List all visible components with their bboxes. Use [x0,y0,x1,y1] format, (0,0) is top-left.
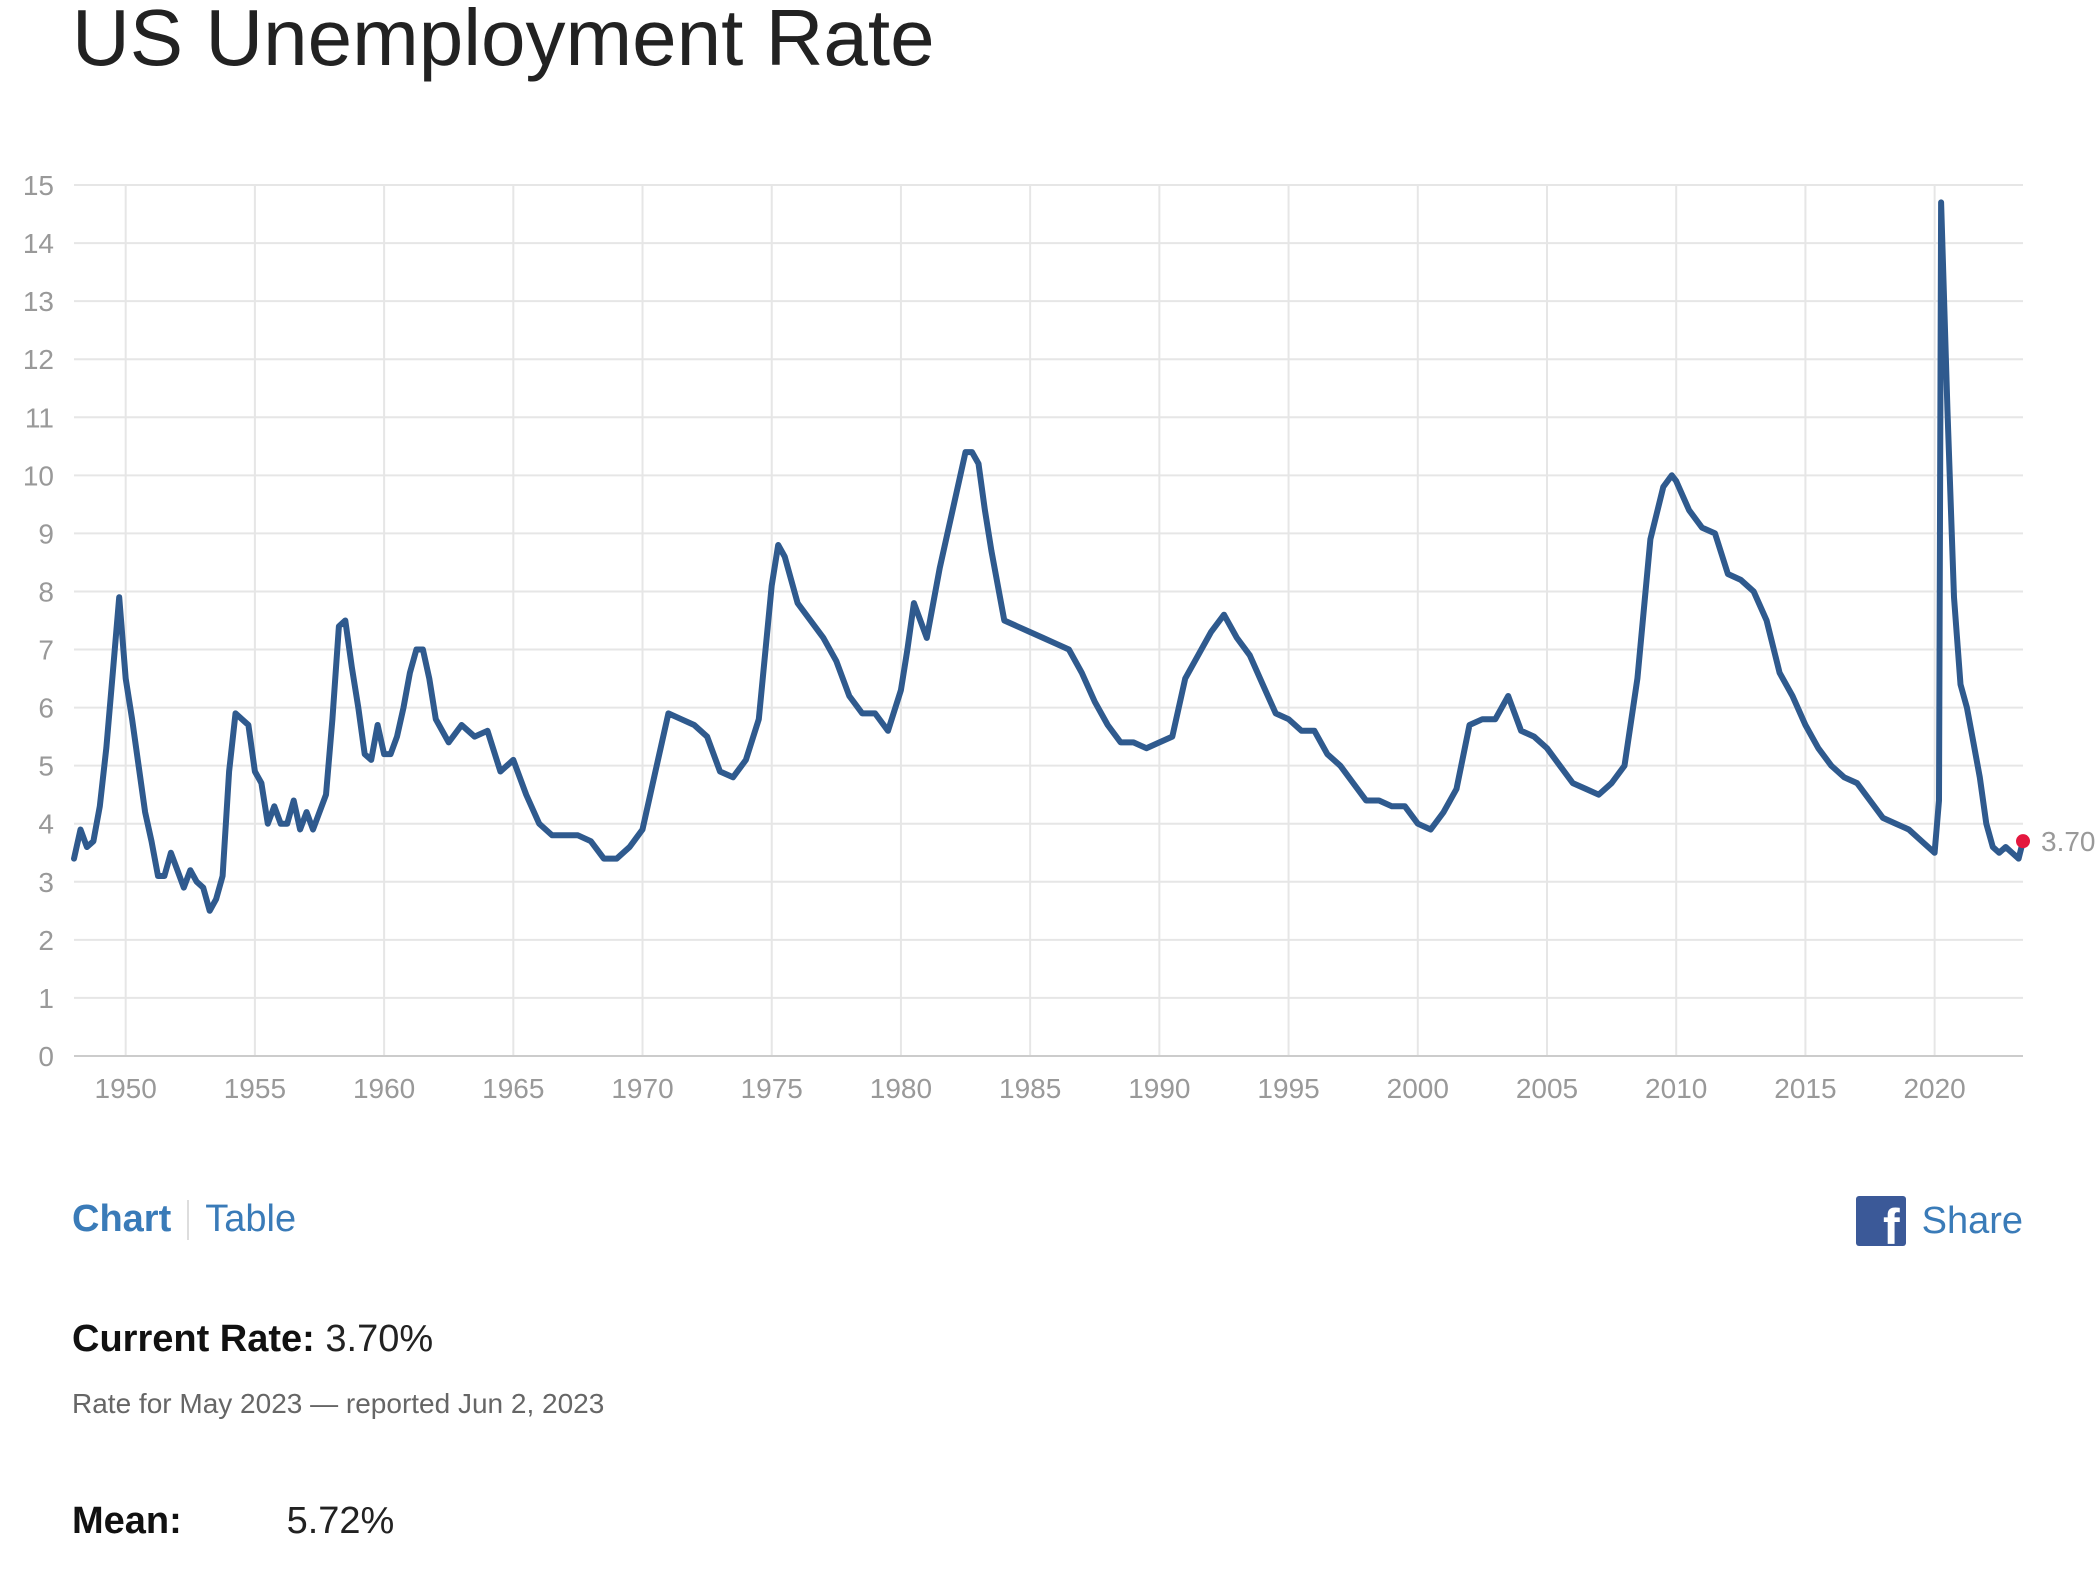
x-tick-label-1970: 1970 [611,1073,673,1104]
current-rate-label: Current Rate: [72,1318,315,1360]
x-tick-label-1990: 1990 [1128,1073,1190,1104]
x-tick-label-1965: 1965 [482,1073,544,1104]
mean-rate: Mean: 5.72% [72,1500,394,1543]
y-tick-label-13: 13 [23,286,54,317]
y-tick-label-8: 8 [38,576,54,607]
y-tick-label-7: 7 [38,635,54,666]
share-label: Share [1921,1199,2023,1242]
current-rate: Current Rate: 3.70% [72,1318,433,1361]
chart-end-marker: 3.70 [2016,826,2095,857]
x-tick-label-1995: 1995 [1257,1073,1319,1104]
x-tick-label-1985: 1985 [999,1073,1061,1104]
current-rate-value: 3.70% [325,1318,434,1360]
x-tick-label-2010: 2010 [1645,1073,1707,1104]
mean-label: Mean: [72,1500,182,1542]
series-line-0 [71,199,2026,914]
y-tick-label-10: 10 [23,460,54,491]
last-value-marker [2016,834,2030,849]
mean-value: 5.72% [286,1500,395,1542]
y-tick-label-12: 12 [23,344,54,375]
y-tick-label-6: 6 [38,693,54,724]
x-tick-label-1975: 1975 [741,1073,803,1104]
tab-divider [187,1199,190,1240]
y-tick-label-2: 2 [38,925,54,956]
x-tick-label-1955: 1955 [224,1073,286,1104]
share-button[interactable]: f Share [1855,1196,2023,1246]
x-tick-label-1960: 1960 [353,1073,415,1104]
page-title: US Unemployment Rate [72,0,935,82]
tab-table[interactable]: Table [205,1198,297,1240]
y-tick-label-14: 14 [23,228,54,259]
y-tick-label-5: 5 [38,751,54,782]
y-tick-label-0: 0 [38,1041,54,1072]
x-tick-label-1980: 1980 [870,1073,932,1104]
y-tick-label-3: 3 [38,867,54,898]
y-tick-label-9: 9 [38,518,54,549]
rate-note: Rate for May 2023 — reported Jun 2, 2023 [72,1388,605,1419]
x-tick-label-2000: 2000 [1387,1073,1449,1104]
chart-series [71,199,2026,914]
tab-chart[interactable]: Chart [72,1198,172,1240]
view-toggle: Chart Table [72,1198,296,1241]
y-tick-label-1: 1 [38,983,54,1014]
y-tick-label-11: 11 [25,402,54,433]
chart-grid [74,184,2023,1057]
y-tick-label-4: 4 [38,809,54,840]
x-tick-label-1950: 1950 [95,1073,157,1104]
last-value-label: 3.70 [2041,826,2095,857]
y-tick-label-15: 15 [23,170,54,201]
x-tick-label-2020: 2020 [1903,1073,1965,1104]
x-tick-label-2005: 2005 [1516,1073,1578,1104]
facebook-icon: f [1855,1196,1906,1246]
x-tick-label-2015: 2015 [1774,1073,1836,1104]
